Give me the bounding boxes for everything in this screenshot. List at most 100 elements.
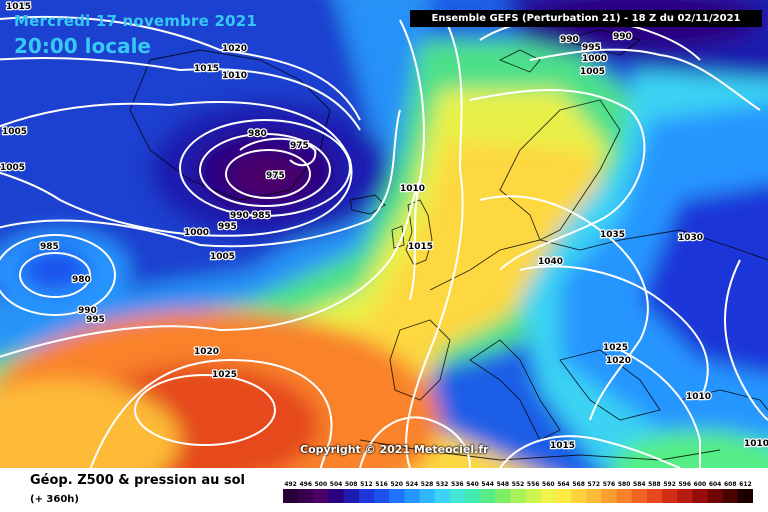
isobar-label: 995 [218,222,237,232]
scale-swatch [722,489,739,503]
isobar-label: 1030 [678,233,703,243]
scale-swatch [737,489,753,503]
geopotential-field [0,0,768,468]
legend-subtitle: (+ 360h) [30,494,79,505]
scale-tick-label: 596 [679,481,692,488]
scale-tick-label: 504 [330,481,343,488]
scale-swatch [464,489,481,503]
scale-swatch [328,489,344,503]
isobar-label: 1000 [582,54,607,64]
scale-swatch [677,489,693,503]
forecast-date: Mercredi 17 novembre 2021 [14,12,258,30]
scale-tick-label: 500 [315,481,328,488]
scale-tick-label: 572 [588,481,601,488]
isobar-label: 980 [72,275,91,285]
isobar-label: 980 [248,129,267,139]
isobar-label: 990 [560,35,579,45]
scale-swatch [525,489,542,503]
weather-map: 1015 1020 1015 1010 1005 1005 980 975 97… [0,0,768,468]
scale-swatch [707,489,723,503]
scale-swatch [343,489,360,503]
scale-swatch [510,489,526,503]
scale-swatch [692,489,708,503]
isobar-label: 1010 [222,71,247,81]
isobar-label: 1015 [408,242,433,252]
scale-tick-label: 492 [284,481,297,488]
scale-tick-label: 532 [436,481,449,488]
scale-tick-label: 564 [557,481,570,488]
scale-swatch [434,489,451,503]
scale-tick-label: 608 [724,481,737,488]
scale-tick-label: 544 [481,481,494,488]
scale-swatch [283,489,299,503]
scale-tick-label: 520 [390,481,403,488]
scale-tick-label: 612 [739,481,752,488]
scale-tick-label: 588 [648,481,661,488]
scale-swatch [313,489,329,503]
scale-tick-label: 516 [375,481,388,488]
isobar-label: 1010 [744,439,768,449]
isobar-label: 985 [252,211,271,221]
isobar-label: 1010 [400,184,425,194]
scale-tick-label: 524 [406,481,419,488]
isobar-label: 985 [40,242,59,252]
isobar-label: 1000 [184,228,209,238]
scale-swatch [404,489,420,503]
isobar-label: 990 [230,211,249,221]
legend-title: Géop. Z500 & pression au sol [30,473,245,488]
scale-tick-label: 576 [603,481,616,488]
isobar-labels: 1015 1020 1015 1010 1005 1005 980 975 97… [0,1,768,452]
scale-tick-label: 556 [527,481,540,488]
legend-bar: Géop. Z500 & pression au sol (+ 360h) 49… [0,468,768,512]
isobar-label: 1020 [194,347,219,357]
copyright-text: Copyright © 2021 Meteociel.fr [300,443,489,456]
scale-swatch [358,489,375,503]
isobar-label: 1010 [686,392,711,402]
scale-swatch [540,489,557,503]
scale-swatch [646,489,663,503]
scale-swatch [631,489,648,503]
scale-tick-label: 580 [618,481,631,488]
isobar-label: 995 [582,43,601,53]
scale-swatch [555,489,572,503]
scale-tick-label: 584 [633,481,646,488]
scale-tick-label: 600 [694,481,707,488]
scale-swatch [601,489,617,503]
scale-tick-label: 540 [466,481,479,488]
color-scale: 492 496 500 504 508 512 516 520 524 528 532 536 540 5… [283,481,753,503]
isobar-label: 1015 [550,441,575,451]
scale-swatch [389,489,405,503]
forecast-time: 20:00 locale [14,34,151,58]
isobar-label: 1020 [606,356,631,366]
scale-tick-label: 592 [663,481,676,488]
scale-swatch [419,489,435,503]
scale-tick-label: 552 [512,481,525,488]
scale-swatch [373,489,390,503]
scale-swatch [662,489,678,503]
isobars [0,9,768,468]
scale-swatch [586,489,602,503]
isobar-label: 1005 [0,163,25,173]
scale-tick-label: 512 [360,481,373,488]
scale-tick-label: 560 [542,481,555,488]
scale-tick-label: 496 [299,481,312,488]
isobar-label: 990 [78,306,97,316]
isobar-label: 1040 [538,257,563,267]
scale-tick-label: 548 [497,481,510,488]
scale-swatch [495,489,511,503]
scale-swatch [571,489,587,503]
scale-tick-label: 528 [421,481,434,488]
isobar-label: 1035 [600,230,625,240]
scale-tick-label: 508 [345,481,358,488]
scale-tick-label: 568 [572,481,585,488]
run-info-banner: Ensemble GEFS (Perturbation 21) - 18 Z d… [410,10,762,27]
isobar-label: 975 [290,141,309,151]
scale-tick-label: 604 [709,481,722,488]
scale-swatch [616,489,633,503]
isobar-label: 1005 [2,127,27,137]
scale-swatch [449,489,466,503]
isobar-label: 1025 [603,343,628,353]
isobar-label: 1005 [580,67,605,77]
coastlines [129,29,768,461]
